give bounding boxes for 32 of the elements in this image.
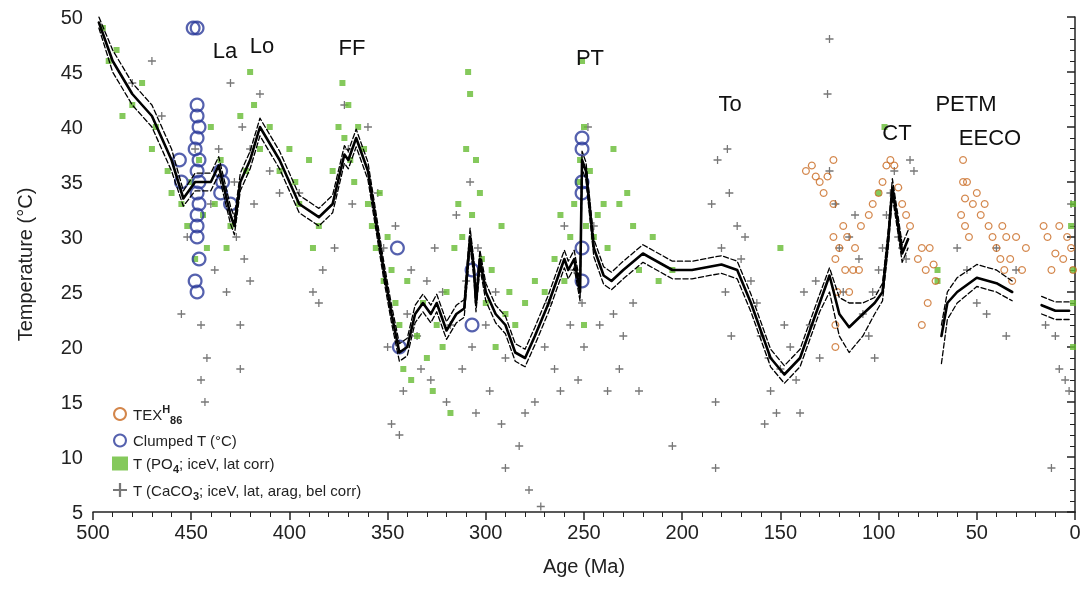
x-tick-label: 0 (1069, 521, 1081, 543)
y-axis-title: Temperature (°C) (14, 187, 36, 342)
annotation: FF (338, 34, 366, 60)
x-axis-title: Age (Ma) (542, 555, 626, 577)
x-tick-label: 100 (861, 521, 896, 543)
x-tick-label: 300 (469, 521, 503, 543)
y-tick-label: 40 (60, 116, 83, 138)
y-tick-label: 25 (60, 281, 83, 303)
x-tick-label: 250 (567, 521, 601, 543)
x-tick-label: 350 (370, 521, 405, 543)
y-tick-label: 30 (60, 226, 83, 248)
y-tick-label: 45 (60, 61, 83, 83)
x-tick-label: 450 (174, 521, 208, 543)
legend-label: Clumped T (°C) (133, 432, 237, 449)
annotation: To (718, 90, 742, 116)
annotation: PT (575, 44, 605, 70)
y-tick-label: 10 (60, 446, 83, 468)
annotation: EECO (958, 124, 1022, 150)
annotation: Lo (249, 32, 275, 58)
x-tick-label: 400 (272, 521, 307, 543)
y-tick-label: 35 (60, 171, 83, 193)
annotation: CT (882, 119, 912, 145)
x-tick-label: 150 (763, 521, 798, 543)
x-tick-label: 200 (665, 521, 699, 543)
y-tick-label: 50 (60, 6, 83, 28)
y-tick-label: 5 (71, 501, 83, 523)
annotation: PETM (935, 90, 997, 116)
y-tick-label: 20 (60, 336, 83, 358)
x-tick-label: 500 (76, 521, 110, 543)
annotation: La (212, 37, 238, 63)
y-tick-label: 15 (60, 391, 83, 413)
x-tick-label: 50 (965, 521, 988, 543)
